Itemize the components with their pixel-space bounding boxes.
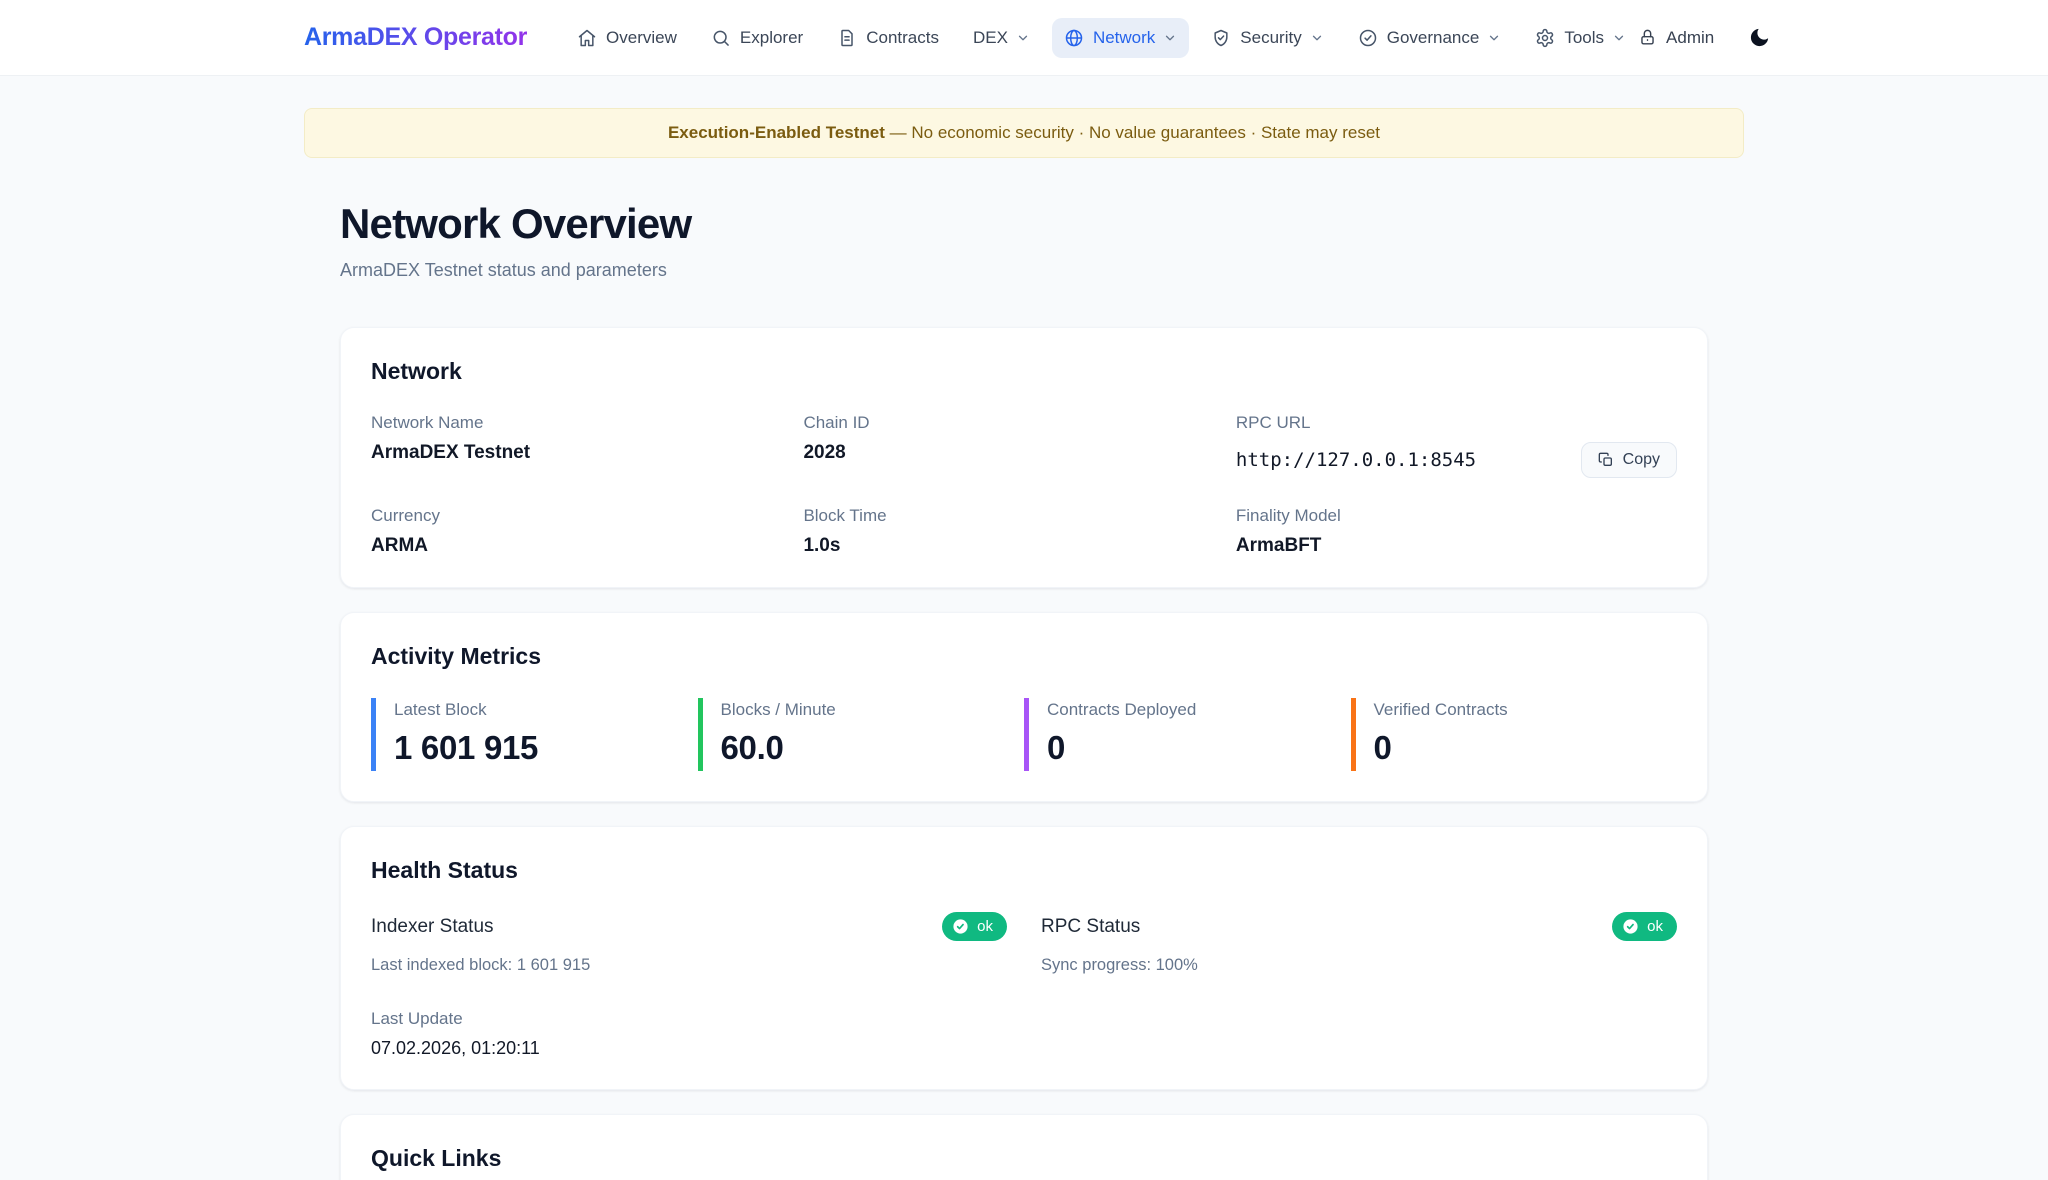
rpc-status-block: RPC Status ok Sync progress: 100% bbox=[1041, 912, 1677, 1059]
page-title: Network Overview bbox=[340, 200, 692, 247]
nav-label: Overview bbox=[606, 27, 677, 47]
check-circle-icon bbox=[952, 918, 969, 935]
nav-item-governance[interactable]: Governance bbox=[1346, 18, 1514, 58]
nav-label: Security bbox=[1240, 27, 1302, 47]
metric-latest-block: Latest Block 1 601 915 bbox=[371, 698, 698, 771]
theme-toggle-button[interactable] bbox=[1744, 22, 1775, 53]
chevron-down-icon bbox=[1310, 31, 1324, 45]
indexer-status-badge: ok bbox=[942, 912, 1007, 941]
rpc-status-label: RPC Status bbox=[1041, 915, 1141, 937]
nav-item-security[interactable]: Security bbox=[1199, 18, 1335, 58]
nav-label: Tools bbox=[1564, 27, 1605, 47]
copy-icon bbox=[1598, 452, 1614, 468]
nav-label: Network bbox=[1092, 27, 1156, 47]
last-update-block: Last Update 07.02.2026, 01:20:11 bbox=[371, 1009, 1007, 1059]
copy-label: Copy bbox=[1622, 451, 1660, 468]
nav-label: Explorer bbox=[739, 27, 804, 47]
admin-label: Admin bbox=[1666, 27, 1715, 47]
brand-logo[interactable]: ArmaDEX Operator bbox=[304, 23, 528, 51]
field-currency: Currency ARMA bbox=[371, 506, 440, 556]
nav-item-dex[interactable]: DEX bbox=[961, 18, 1042, 58]
rpc-status-detail: Sync progress: 100% bbox=[1041, 956, 1198, 974]
rpc-url-value: http://127.0.0.1:8545 bbox=[1235, 449, 1477, 471]
lock-icon bbox=[1638, 28, 1657, 47]
top-nav: ArmaDEX Operator Overview Explorer Contr… bbox=[0, 0, 2048, 76]
nav-label: Contracts bbox=[866, 27, 939, 47]
activity-metrics-card: Activity Metrics Latest Block 1 601 915 … bbox=[340, 612, 1708, 802]
metric-verified-contracts: Verified Contracts 0 bbox=[1350, 698, 1678, 771]
nav-item-network[interactable]: Network bbox=[1051, 17, 1190, 58]
globe-icon bbox=[1064, 28, 1084, 48]
banner-title: Execution-Enabled Testnet bbox=[667, 123, 885, 142]
metric-blocks-per-minute: Blocks / Minute 60.0 bbox=[697, 698, 1025, 771]
chevron-down-icon bbox=[1612, 31, 1626, 45]
network-card-heading: Network bbox=[371, 358, 462, 384]
field-block-time: Block Time 1.0s bbox=[803, 506, 887, 556]
field-network-name: Network Name ArmaDEX Testnet bbox=[371, 413, 531, 463]
admin-link[interactable]: Admin bbox=[1638, 28, 1714, 48]
main-nav: Overview Explorer Contracts DEX bbox=[565, 17, 1638, 58]
field-chain-id: Chain ID 2028 bbox=[803, 413, 870, 463]
moon-icon bbox=[1748, 26, 1771, 49]
rpc-status-badge: ok bbox=[1612, 912, 1677, 941]
activity-metrics-heading: Activity Metrics bbox=[371, 643, 542, 669]
shield-check-icon bbox=[1211, 28, 1231, 48]
field-finality-model: Finality Model ArmaBFT bbox=[1235, 506, 1341, 556]
copy-rpc-button[interactable]: Copy bbox=[1580, 442, 1677, 478]
nav-label: Governance bbox=[1386, 27, 1480, 47]
nav-item-explorer[interactable]: Explorer bbox=[699, 18, 815, 58]
quick-links-card: Quick Links Explorer Contracts Playgroun… bbox=[340, 1114, 1708, 1180]
chevron-down-icon bbox=[1487, 31, 1501, 45]
indexer-status-detail: Last indexed block: 1 601 915 bbox=[371, 956, 591, 974]
chevron-down-icon bbox=[1016, 31, 1030, 45]
file-icon bbox=[837, 28, 857, 48]
banner-text: — No economic security · No value guaran… bbox=[889, 123, 1381, 142]
field-rpc-url: RPC URL http://127.0.0.1:8545 Copy bbox=[1236, 413, 1677, 478]
home-icon bbox=[577, 28, 597, 48]
check-circle-icon bbox=[1622, 918, 1639, 935]
health-status-heading: Health Status bbox=[371, 857, 518, 883]
network-card: Network Network Name ArmaDEX Testnet Cha… bbox=[340, 327, 1708, 588]
metric-contracts-deployed: Contracts Deployed 0 bbox=[1024, 698, 1351, 771]
last-update-value: 07.02.2026, 01:20:11 bbox=[371, 1038, 540, 1058]
chevron-down-icon bbox=[1163, 31, 1177, 45]
testnet-warning-banner: Execution-Enabled Testnet — No economic … bbox=[304, 108, 1744, 158]
nav-item-overview[interactable]: Overview bbox=[565, 18, 689, 58]
nav-label: DEX bbox=[972, 27, 1008, 47]
page-subtitle: ArmaDEX Testnet status and parameters bbox=[340, 260, 667, 280]
health-status-card: Health Status Indexer Status ok Last ind… bbox=[340, 826, 1708, 1090]
nav-item-tools[interactable]: Tools bbox=[1523, 18, 1638, 58]
nav-item-contracts[interactable]: Contracts bbox=[825, 18, 951, 58]
gear-icon bbox=[1535, 28, 1555, 48]
indexer-status-block: Indexer Status ok Last indexed block: 1 … bbox=[371, 912, 1007, 1059]
indexer-status-label: Indexer Status bbox=[371, 915, 494, 937]
quick-links-heading: Quick Links bbox=[371, 1145, 502, 1171]
search-icon bbox=[711, 28, 731, 48]
check-circle-icon bbox=[1358, 28, 1378, 48]
